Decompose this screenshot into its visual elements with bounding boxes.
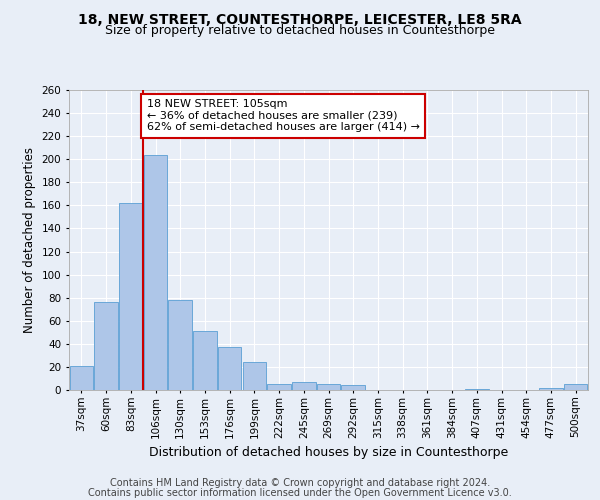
Text: Contains HM Land Registry data © Crown copyright and database right 2024.: Contains HM Land Registry data © Crown c… xyxy=(110,478,490,488)
X-axis label: Distribution of detached houses by size in Countesthorpe: Distribution of detached houses by size … xyxy=(149,446,508,459)
Bar xyxy=(268,384,291,390)
Text: Size of property relative to detached houses in Countesthorpe: Size of property relative to detached ho… xyxy=(105,24,495,37)
Bar xyxy=(465,389,488,390)
Bar xyxy=(119,203,143,390)
Text: 18 NEW STREET: 105sqm
← 36% of detached houses are smaller (239)
62% of semi-det: 18 NEW STREET: 105sqm ← 36% of detached … xyxy=(147,99,420,132)
Bar xyxy=(341,386,365,390)
Bar xyxy=(292,382,316,390)
Bar xyxy=(317,384,340,390)
Text: 18, NEW STREET, COUNTESTHORPE, LEICESTER, LE8 5RA: 18, NEW STREET, COUNTESTHORPE, LEICESTER… xyxy=(78,12,522,26)
Y-axis label: Number of detached properties: Number of detached properties xyxy=(23,147,36,333)
Text: Contains public sector information licensed under the Open Government Licence v3: Contains public sector information licen… xyxy=(88,488,512,498)
Bar xyxy=(144,154,167,390)
Bar xyxy=(169,300,192,390)
Bar xyxy=(193,331,217,390)
Bar xyxy=(242,362,266,390)
Bar xyxy=(539,388,563,390)
Bar xyxy=(70,366,93,390)
Bar xyxy=(564,384,587,390)
Bar xyxy=(218,348,241,390)
Bar xyxy=(94,302,118,390)
